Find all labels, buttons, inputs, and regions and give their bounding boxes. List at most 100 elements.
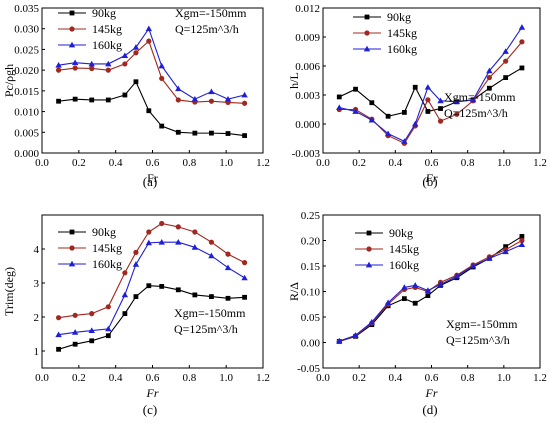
data-point-90kg bbox=[175, 129, 181, 135]
annotation-text: Xgm=-150mm bbox=[175, 6, 247, 20]
data-point-160kg bbox=[55, 61, 62, 68]
legend-label: 90kg bbox=[92, 6, 116, 20]
data-point-90kg bbox=[56, 98, 61, 104]
data-point-160kg bbox=[191, 244, 199, 250]
data-point-145kg bbox=[519, 39, 525, 45]
x-tick-label: 0.2 bbox=[72, 372, 86, 384]
chart-panel-1: 0.0 0.2 0.4 0.6 0.8 1.0 1.2 0.000 0.005 0.010 0.01… bbox=[2, 3, 270, 189]
y-axis-label: Trim(deg) bbox=[2, 267, 16, 316]
x-tick-label: 0.2 bbox=[72, 157, 86, 169]
y-tick-label: -0.05 bbox=[297, 363, 320, 375]
data-point-160kg bbox=[208, 252, 215, 259]
data-point-90kg bbox=[89, 338, 95, 344]
data-point-160kg bbox=[241, 274, 248, 281]
data-point-160kg bbox=[145, 25, 153, 32]
legend-label: 145kg bbox=[389, 242, 419, 256]
data-point-160kg bbox=[241, 91, 248, 98]
data-point-90kg bbox=[225, 295, 231, 301]
y-tick-label: 0.00 bbox=[301, 338, 321, 350]
panel-label: (d) bbox=[422, 402, 437, 417]
annotation-text: Xgm=-150mm bbox=[444, 90, 516, 104]
data-point-90kg bbox=[89, 97, 95, 103]
x-tick-label: 1.0 bbox=[497, 157, 511, 169]
data-point-145kg bbox=[55, 67, 62, 73]
y-axis-label: h/L bbox=[287, 72, 301, 89]
y-tick-label: -0.003 bbox=[292, 148, 321, 160]
x-tick-label: 0.0 bbox=[316, 157, 330, 169]
data-point-160kg bbox=[105, 325, 112, 332]
x-tick-label: 0.0 bbox=[35, 372, 49, 384]
data-point-145kg bbox=[192, 229, 198, 235]
y-tick-label: 0.10 bbox=[301, 287, 321, 299]
series-line-160kg bbox=[58, 27, 245, 100]
x-tick-label: 0.6 bbox=[425, 372, 439, 384]
panel-label: (c) bbox=[143, 402, 157, 417]
x-tick-label: 0.0 bbox=[35, 157, 49, 169]
data-point-160kg bbox=[352, 332, 359, 338]
data-point-160kg bbox=[352, 108, 359, 114]
panel-label: (b) bbox=[422, 174, 437, 189]
data-point-160kg bbox=[158, 62, 165, 69]
legend-marker-160kg bbox=[363, 45, 371, 52]
data-point-160kg bbox=[175, 239, 182, 245]
data-point-90kg bbox=[369, 100, 375, 106]
x-tick-label: 0.6 bbox=[146, 157, 160, 169]
data-point-160kg bbox=[424, 287, 432, 293]
x-tick-label: 1.2 bbox=[256, 157, 270, 169]
data-point-160kg bbox=[175, 85, 182, 92]
data-point-90kg bbox=[175, 287, 181, 293]
data-point-160kg bbox=[336, 337, 343, 344]
x-tick-label: 0.4 bbox=[109, 157, 123, 169]
x-axis-label: Fr bbox=[425, 171, 438, 185]
y-tick-label: 0.015 bbox=[14, 86, 39, 98]
x-tick-label: 0.2 bbox=[352, 157, 366, 169]
legend-marker-90kg bbox=[366, 230, 372, 236]
data-point-160kg bbox=[71, 59, 79, 66]
data-point-90kg bbox=[425, 109, 431, 114]
legend-label: 160kg bbox=[92, 257, 122, 271]
data-point-160kg bbox=[424, 84, 432, 90]
y-tick-label: 0.20 bbox=[301, 236, 321, 248]
legend-label: 160kg bbox=[389, 258, 419, 272]
y-tick-label: 4 bbox=[34, 244, 40, 256]
data-point-145kg bbox=[105, 304, 111, 310]
legend-label: 160kg bbox=[387, 42, 417, 56]
x-axis-label: Fr bbox=[425, 386, 438, 400]
annotation-text: Q=125m^3/h bbox=[444, 106, 508, 120]
data-point-160kg bbox=[88, 60, 95, 67]
x-tick-label: 1.2 bbox=[533, 157, 547, 169]
y-tick-label: 0.020 bbox=[14, 65, 39, 77]
data-point-160kg bbox=[158, 239, 165, 245]
data-point-160kg bbox=[412, 120, 419, 127]
data-point-160kg bbox=[336, 104, 343, 110]
data-point-160kg bbox=[71, 329, 79, 335]
legend-marker-160kg bbox=[365, 261, 373, 268]
x-tick-label: 1.2 bbox=[256, 372, 270, 384]
legend-label: 145kg bbox=[92, 22, 122, 36]
data-point-160kg bbox=[502, 48, 509, 54]
data-point-160kg bbox=[437, 97, 444, 104]
data-point-145kg bbox=[454, 111, 460, 117]
legend-marker-160kg bbox=[68, 260, 76, 267]
data-point-90kg bbox=[122, 311, 128, 316]
data-point-90kg bbox=[503, 244, 509, 250]
data-point-160kg bbox=[412, 282, 419, 288]
legend-label: 90kg bbox=[387, 10, 411, 24]
legend-marker-145kg bbox=[69, 26, 75, 32]
legend-label: 145kg bbox=[387, 26, 417, 40]
data-point-90kg bbox=[105, 97, 111, 103]
x-tick-label: 1.0 bbox=[219, 157, 233, 169]
legend-label: 160kg bbox=[92, 38, 122, 52]
legend-marker-145kg bbox=[69, 245, 75, 251]
data-point-90kg bbox=[192, 130, 198, 136]
data-point-145kg bbox=[89, 311, 95, 317]
legend-marker-160kg bbox=[68, 41, 76, 48]
y-tick-label: 0.000 bbox=[14, 148, 39, 160]
data-point-145kg bbox=[122, 61, 128, 67]
data-point-90kg bbox=[242, 294, 247, 300]
x-tick-label: 0.8 bbox=[461, 157, 475, 169]
x-tick-label: 0.8 bbox=[182, 372, 196, 384]
data-point-160kg bbox=[453, 98, 461, 105]
y-tick-label: 3 bbox=[34, 278, 40, 290]
data-point-90kg bbox=[486, 85, 492, 91]
